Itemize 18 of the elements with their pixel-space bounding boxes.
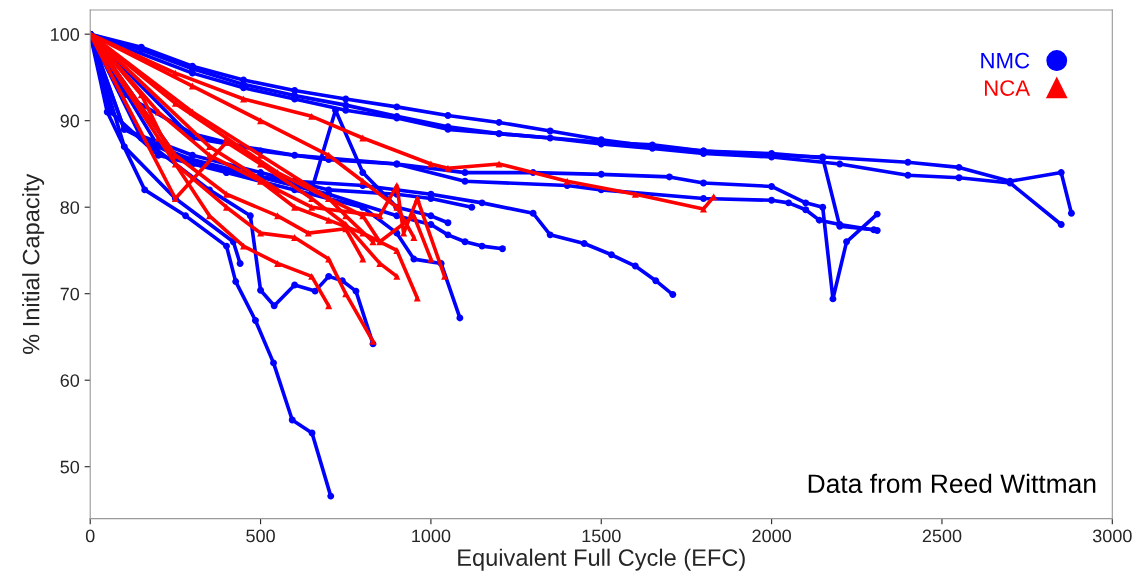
y-tick-label: 50 <box>60 460 80 474</box>
x-axis-title: Equivalent Full Cycle (EFC) <box>458 548 745 571</box>
annotation: Data from Reed Wittman <box>808 473 1096 494</box>
x-tick-label: 3000 <box>1092 529 1132 543</box>
y-tick-label: 60 <box>60 374 80 387</box>
x-tick-label: 2000 <box>752 529 791 543</box>
y-tick-label: 90 <box>60 114 80 128</box>
legend-label: NCA <box>984 80 1031 96</box>
y-axis-title: % Initial Capacity <box>22 173 45 354</box>
y-tick-label: 70 <box>60 287 80 301</box>
y-tick-label: 100 <box>51 28 80 41</box>
x-tick-label: 500 <box>246 529 275 543</box>
x-tick-label: 0 <box>85 529 95 543</box>
legend-label: NMC <box>981 52 1030 69</box>
x-tick-label: 1000 <box>412 529 451 543</box>
x-tick-label: 2500 <box>922 529 962 543</box>
x-tick-label: 1500 <box>582 529 621 543</box>
y-tick-label: 80 <box>60 201 80 214</box>
